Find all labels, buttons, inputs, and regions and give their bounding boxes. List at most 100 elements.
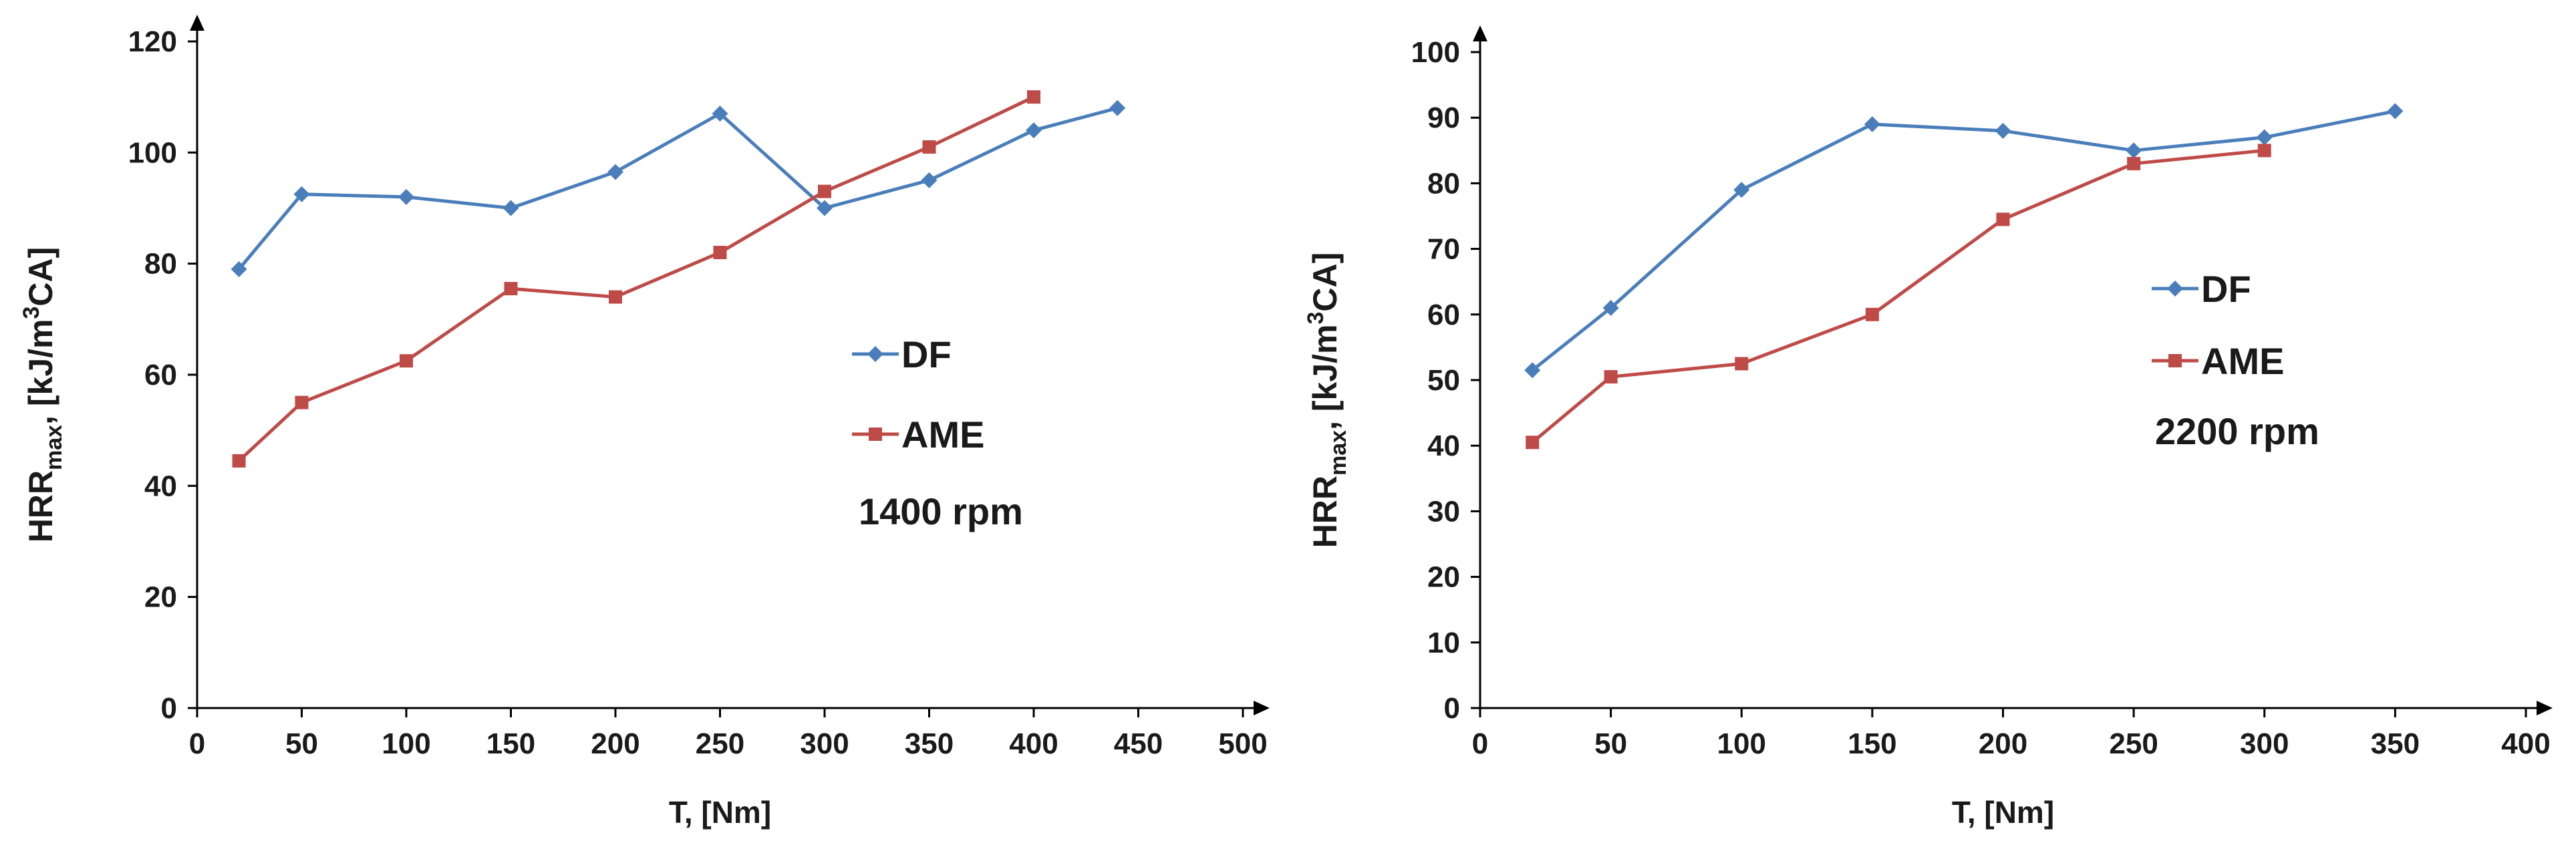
y-axis-arrow xyxy=(1473,25,1487,41)
y-tick-label: 50 xyxy=(1427,364,1460,397)
x-tick-label: 0 xyxy=(1472,727,1488,760)
data-point-df xyxy=(817,200,833,216)
data-point-df xyxy=(712,106,728,122)
data-point-df xyxy=(607,164,623,180)
y-axis-label-part: HRR xyxy=(1306,476,1344,548)
data-point-df xyxy=(2387,103,2404,120)
data-point-df xyxy=(1602,299,1619,316)
x-tick-label: 100 xyxy=(382,727,430,760)
legend-label: AME xyxy=(901,413,984,456)
data-point-ame xyxy=(400,354,413,368)
data-point-df xyxy=(921,172,938,188)
x-tick-label: 300 xyxy=(2240,727,2289,760)
x-tick-label: 200 xyxy=(1979,727,2027,760)
data-point-df xyxy=(1026,122,1042,139)
legend-entry-ame: AME xyxy=(2152,340,2284,382)
series-line-ame xyxy=(1531,148,2265,444)
y-axis-label-part: , xyxy=(1306,411,1344,430)
data-point-ame xyxy=(922,140,936,154)
y-axis-label-part: max xyxy=(41,425,67,470)
data-point-df xyxy=(1733,182,1750,198)
y-axis-arrow xyxy=(190,15,204,31)
y-tick-label: 40 xyxy=(144,470,177,502)
y-tick-label: 30 xyxy=(1427,495,1460,528)
y-axis-label-part: max xyxy=(1326,430,1351,476)
data-point-df xyxy=(2126,142,2142,159)
series-line-df xyxy=(237,106,1118,271)
chart-panel-1: 0 50 100 150 200 250 300 350 400 450 500 0 20 40 60 80 1… xyxy=(19,15,1270,830)
data-point-ame xyxy=(2257,144,2271,158)
y-tick-label: 120 xyxy=(128,25,177,58)
x-tick-label: 350 xyxy=(2371,727,2420,760)
data-point-ame xyxy=(1735,357,1749,371)
y-tick-label: 100 xyxy=(1411,36,1460,69)
legend-label: DF xyxy=(901,333,952,375)
series-df xyxy=(1524,103,2404,379)
series-ame xyxy=(232,90,1040,468)
x-tick-label: 50 xyxy=(285,727,318,760)
data-point-ame xyxy=(818,184,831,198)
x-tick-label: 0 xyxy=(189,727,205,760)
y-axis-label-part: , xyxy=(22,406,59,425)
legend-marker xyxy=(867,346,883,362)
legend-marker xyxy=(869,428,882,441)
x-tick-label: 300 xyxy=(800,727,849,760)
y-axis-label-part: HRR xyxy=(22,470,59,542)
data-point-ame xyxy=(1604,370,1618,384)
y-axis-label-part: CA] xyxy=(1306,252,1344,312)
chart-panel-2: 0 50 100 150 200 250 300 350 400 0 10 20 30 40 50 60 70 8… xyxy=(1303,25,2553,830)
x-tick-label: 250 xyxy=(696,727,744,760)
x-tick-label: 450 xyxy=(1114,727,1163,760)
legend-marker xyxy=(2168,354,2182,367)
data-point-df xyxy=(1995,122,2011,139)
y-tick-label: 80 xyxy=(144,248,177,281)
y-axis-label-part: CA] xyxy=(22,247,59,307)
data-point-ame xyxy=(1526,436,1540,450)
data-point-ame xyxy=(713,246,727,260)
x-axis-arrow xyxy=(1254,701,1270,715)
data-point-df xyxy=(1524,362,1541,379)
x-axis-label: T, [Nm] xyxy=(669,795,771,830)
x-axis-arrow xyxy=(2537,701,2553,715)
x-tick-label: 400 xyxy=(1009,727,1058,760)
y-axis-label-part: [kJ/m xyxy=(22,319,59,406)
y-axis-label-part: 3 xyxy=(19,307,44,319)
y-tick-label: 90 xyxy=(1427,102,1460,134)
y-tick-label: 80 xyxy=(1427,167,1460,200)
y-axis-label: HRRmax, [kJ/m3CA] xyxy=(1303,252,1351,548)
x-tick-label: 400 xyxy=(2501,727,2550,760)
y-tick-label: 0 xyxy=(161,692,177,725)
x-tick-label: 50 xyxy=(1594,727,1627,760)
y-tick-label: 70 xyxy=(1427,233,1460,266)
x-tick-label: 200 xyxy=(591,727,639,760)
data-point-ame xyxy=(1996,212,2010,226)
rpm-annotation: 2200 rpm xyxy=(2155,410,2319,452)
data-point-ame xyxy=(1027,90,1040,104)
series-line-ame xyxy=(237,95,1035,462)
y-tick-label: 0 xyxy=(1444,692,1460,725)
y-tick-label: 60 xyxy=(1427,299,1460,331)
data-point-df xyxy=(503,200,519,216)
y-tick-label: 60 xyxy=(144,359,177,391)
y-axis-label-part: [kJ/m xyxy=(1306,324,1344,411)
data-point-df xyxy=(231,261,247,277)
data-point-ame xyxy=(609,290,622,304)
data-point-df xyxy=(398,188,414,205)
legend-label: DF xyxy=(2201,268,2251,310)
x-tick-label: 150 xyxy=(1848,727,1896,760)
y-tick-label: 100 xyxy=(128,136,177,169)
data-point-ame xyxy=(504,282,518,296)
legend-entry-df: DF xyxy=(2152,268,2251,310)
y-tick-label: 10 xyxy=(1427,627,1460,659)
y-axis-label-part: 3 xyxy=(1303,312,1328,325)
data-point-df xyxy=(1864,116,1880,133)
x-tick-label: 500 xyxy=(1218,727,1267,760)
y-tick-label: 20 xyxy=(144,581,177,614)
series-ame xyxy=(1526,144,2271,450)
x-tick-label: 100 xyxy=(1717,727,1766,760)
legend-entry-df: DF xyxy=(852,333,952,375)
rpm-annotation: 1400 rpm xyxy=(859,490,1023,532)
legend-entry-ame: AME xyxy=(852,413,984,456)
x-axis-label: T, [Nm] xyxy=(1952,795,2054,830)
